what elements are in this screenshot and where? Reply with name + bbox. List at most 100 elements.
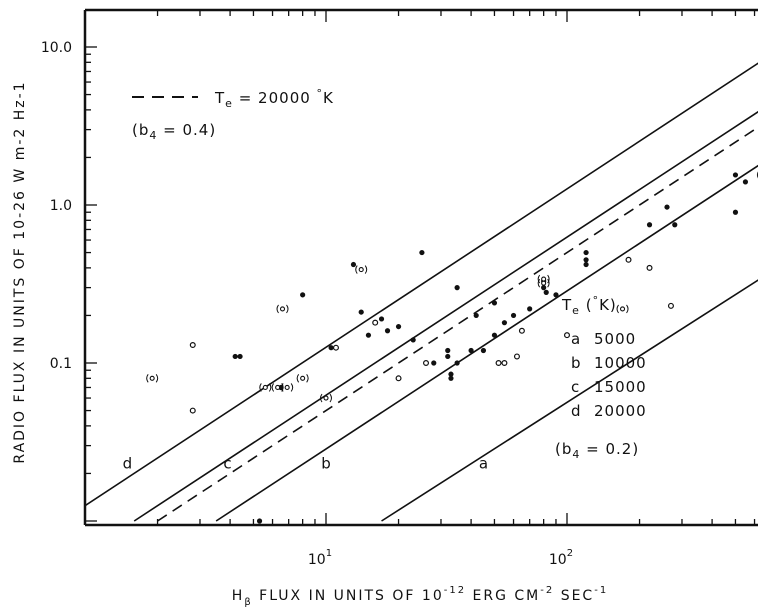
data-point-open xyxy=(323,395,329,401)
y-tick-labels: 0.1 1.0 10.0 xyxy=(41,40,72,372)
data-point-filled xyxy=(527,306,533,312)
curve-labels: a b c d xyxy=(123,454,488,472)
key-items: a 5000 b 10000 c 15000 d 20000 xyxy=(571,330,647,420)
key-letter-d: d xyxy=(571,402,582,420)
data-point-filled xyxy=(232,353,238,360)
data-point-filled xyxy=(541,285,547,291)
paren-left xyxy=(537,278,541,288)
paren-left xyxy=(271,383,275,392)
paren-left xyxy=(355,265,358,274)
data-point-filled xyxy=(583,261,589,268)
data-point-parenthesized xyxy=(537,278,550,288)
dashed-legend-label: Te = 20000 °K xyxy=(214,87,334,110)
data-point-filled xyxy=(553,292,559,298)
data-point-filled xyxy=(664,204,670,210)
data-point-filled xyxy=(491,300,498,306)
y-tick-label: 10.0 xyxy=(41,40,72,56)
temperature-key-legend: Te (°K) a 5000 b 10000 c 15000 d 20000 (b4 = 0.… xyxy=(555,294,647,461)
x-axis-label: Hβ FLUX IN UNITS OF 10-12 ERG CM-2 SEC-1 xyxy=(232,585,608,608)
data-point-filled xyxy=(365,332,372,338)
data-point-filled xyxy=(237,353,243,360)
data-point-filled xyxy=(410,337,416,343)
data-point-open xyxy=(423,360,430,367)
data-point-filled xyxy=(646,222,653,228)
data-point-parenthesized xyxy=(259,383,272,392)
y-tick-label: 0.1 xyxy=(50,356,72,372)
data-point-open xyxy=(279,306,286,312)
paren-right xyxy=(281,383,284,392)
data-point-filled xyxy=(468,347,474,354)
paren-left xyxy=(259,383,262,392)
data-point-filled xyxy=(419,249,425,256)
data-point-filled xyxy=(358,309,364,315)
model-line-d xyxy=(85,62,758,507)
data-point-filled xyxy=(473,312,479,319)
paren-right xyxy=(268,383,272,392)
data-point-filled xyxy=(445,353,451,360)
data-point-filled xyxy=(732,209,739,215)
y-tick-label: 1.0 xyxy=(50,198,72,214)
data-point-open xyxy=(501,360,508,367)
data-point-open xyxy=(262,384,268,391)
model-line-c xyxy=(133,110,758,522)
data-point-open xyxy=(619,306,626,312)
data-point-filled xyxy=(448,371,454,377)
data-point-filled xyxy=(491,332,498,338)
data-point-parenthesized xyxy=(296,374,309,383)
key-value-d: 20000 xyxy=(594,402,647,420)
data-point-filled xyxy=(454,285,460,291)
data-point-filled xyxy=(448,375,454,381)
key-letter-a: a xyxy=(571,330,581,348)
paren-right xyxy=(329,393,332,403)
data-point-filled xyxy=(384,328,391,334)
data-point-open xyxy=(541,280,547,286)
data-point-filled xyxy=(395,323,402,330)
data-point-open xyxy=(495,360,502,367)
data-point-filled xyxy=(378,316,385,322)
data-point-open xyxy=(667,302,674,309)
paren-right xyxy=(286,304,289,314)
data-point-open xyxy=(300,375,306,381)
paren-left xyxy=(616,304,619,314)
data-point-open xyxy=(513,353,520,360)
data-point-open xyxy=(284,384,290,391)
x-tick-label: 101 xyxy=(308,548,332,568)
data-point-open xyxy=(332,344,339,351)
data-point-filled xyxy=(583,249,589,256)
paren-left xyxy=(320,393,323,403)
data-point-filled xyxy=(454,360,460,366)
dashed-legend-note: (b4 = 0.4) xyxy=(132,121,216,142)
data-point-parenthesized xyxy=(146,374,159,383)
data-point-open xyxy=(646,264,653,271)
data-point-open xyxy=(518,327,525,334)
data-point-parenthesized xyxy=(281,383,294,392)
data-point-filled xyxy=(742,179,749,185)
model-line-b xyxy=(215,164,758,522)
paren-right xyxy=(626,304,629,314)
data-point-filled xyxy=(672,222,678,228)
curve-label-d: d xyxy=(123,454,133,472)
key-letter-b: b xyxy=(571,354,582,372)
model-line-dashed xyxy=(157,126,758,522)
paren-right xyxy=(306,374,309,383)
data-point-filled xyxy=(300,292,306,298)
data-point-open xyxy=(395,375,402,382)
data-point-parenthesized xyxy=(320,393,332,403)
model-line-a xyxy=(381,279,758,522)
data-point-filled xyxy=(510,312,517,319)
key-title: Te (°K) xyxy=(561,294,617,317)
paren-left xyxy=(537,274,541,284)
paren-left xyxy=(756,171,758,179)
data-point-parenthesized xyxy=(276,304,289,314)
key-note: (b4 = 0.2) xyxy=(555,440,639,461)
paren-left xyxy=(146,374,149,383)
data-point-parenthesized xyxy=(616,304,629,314)
data-point-parenthesized xyxy=(537,274,550,284)
paren-right xyxy=(290,383,294,392)
curve-label-c: c xyxy=(223,454,231,472)
paren-right xyxy=(547,278,550,288)
data-point-parenthesized xyxy=(355,265,368,274)
curve-label-b: b xyxy=(321,454,331,472)
paren-left xyxy=(281,383,284,392)
